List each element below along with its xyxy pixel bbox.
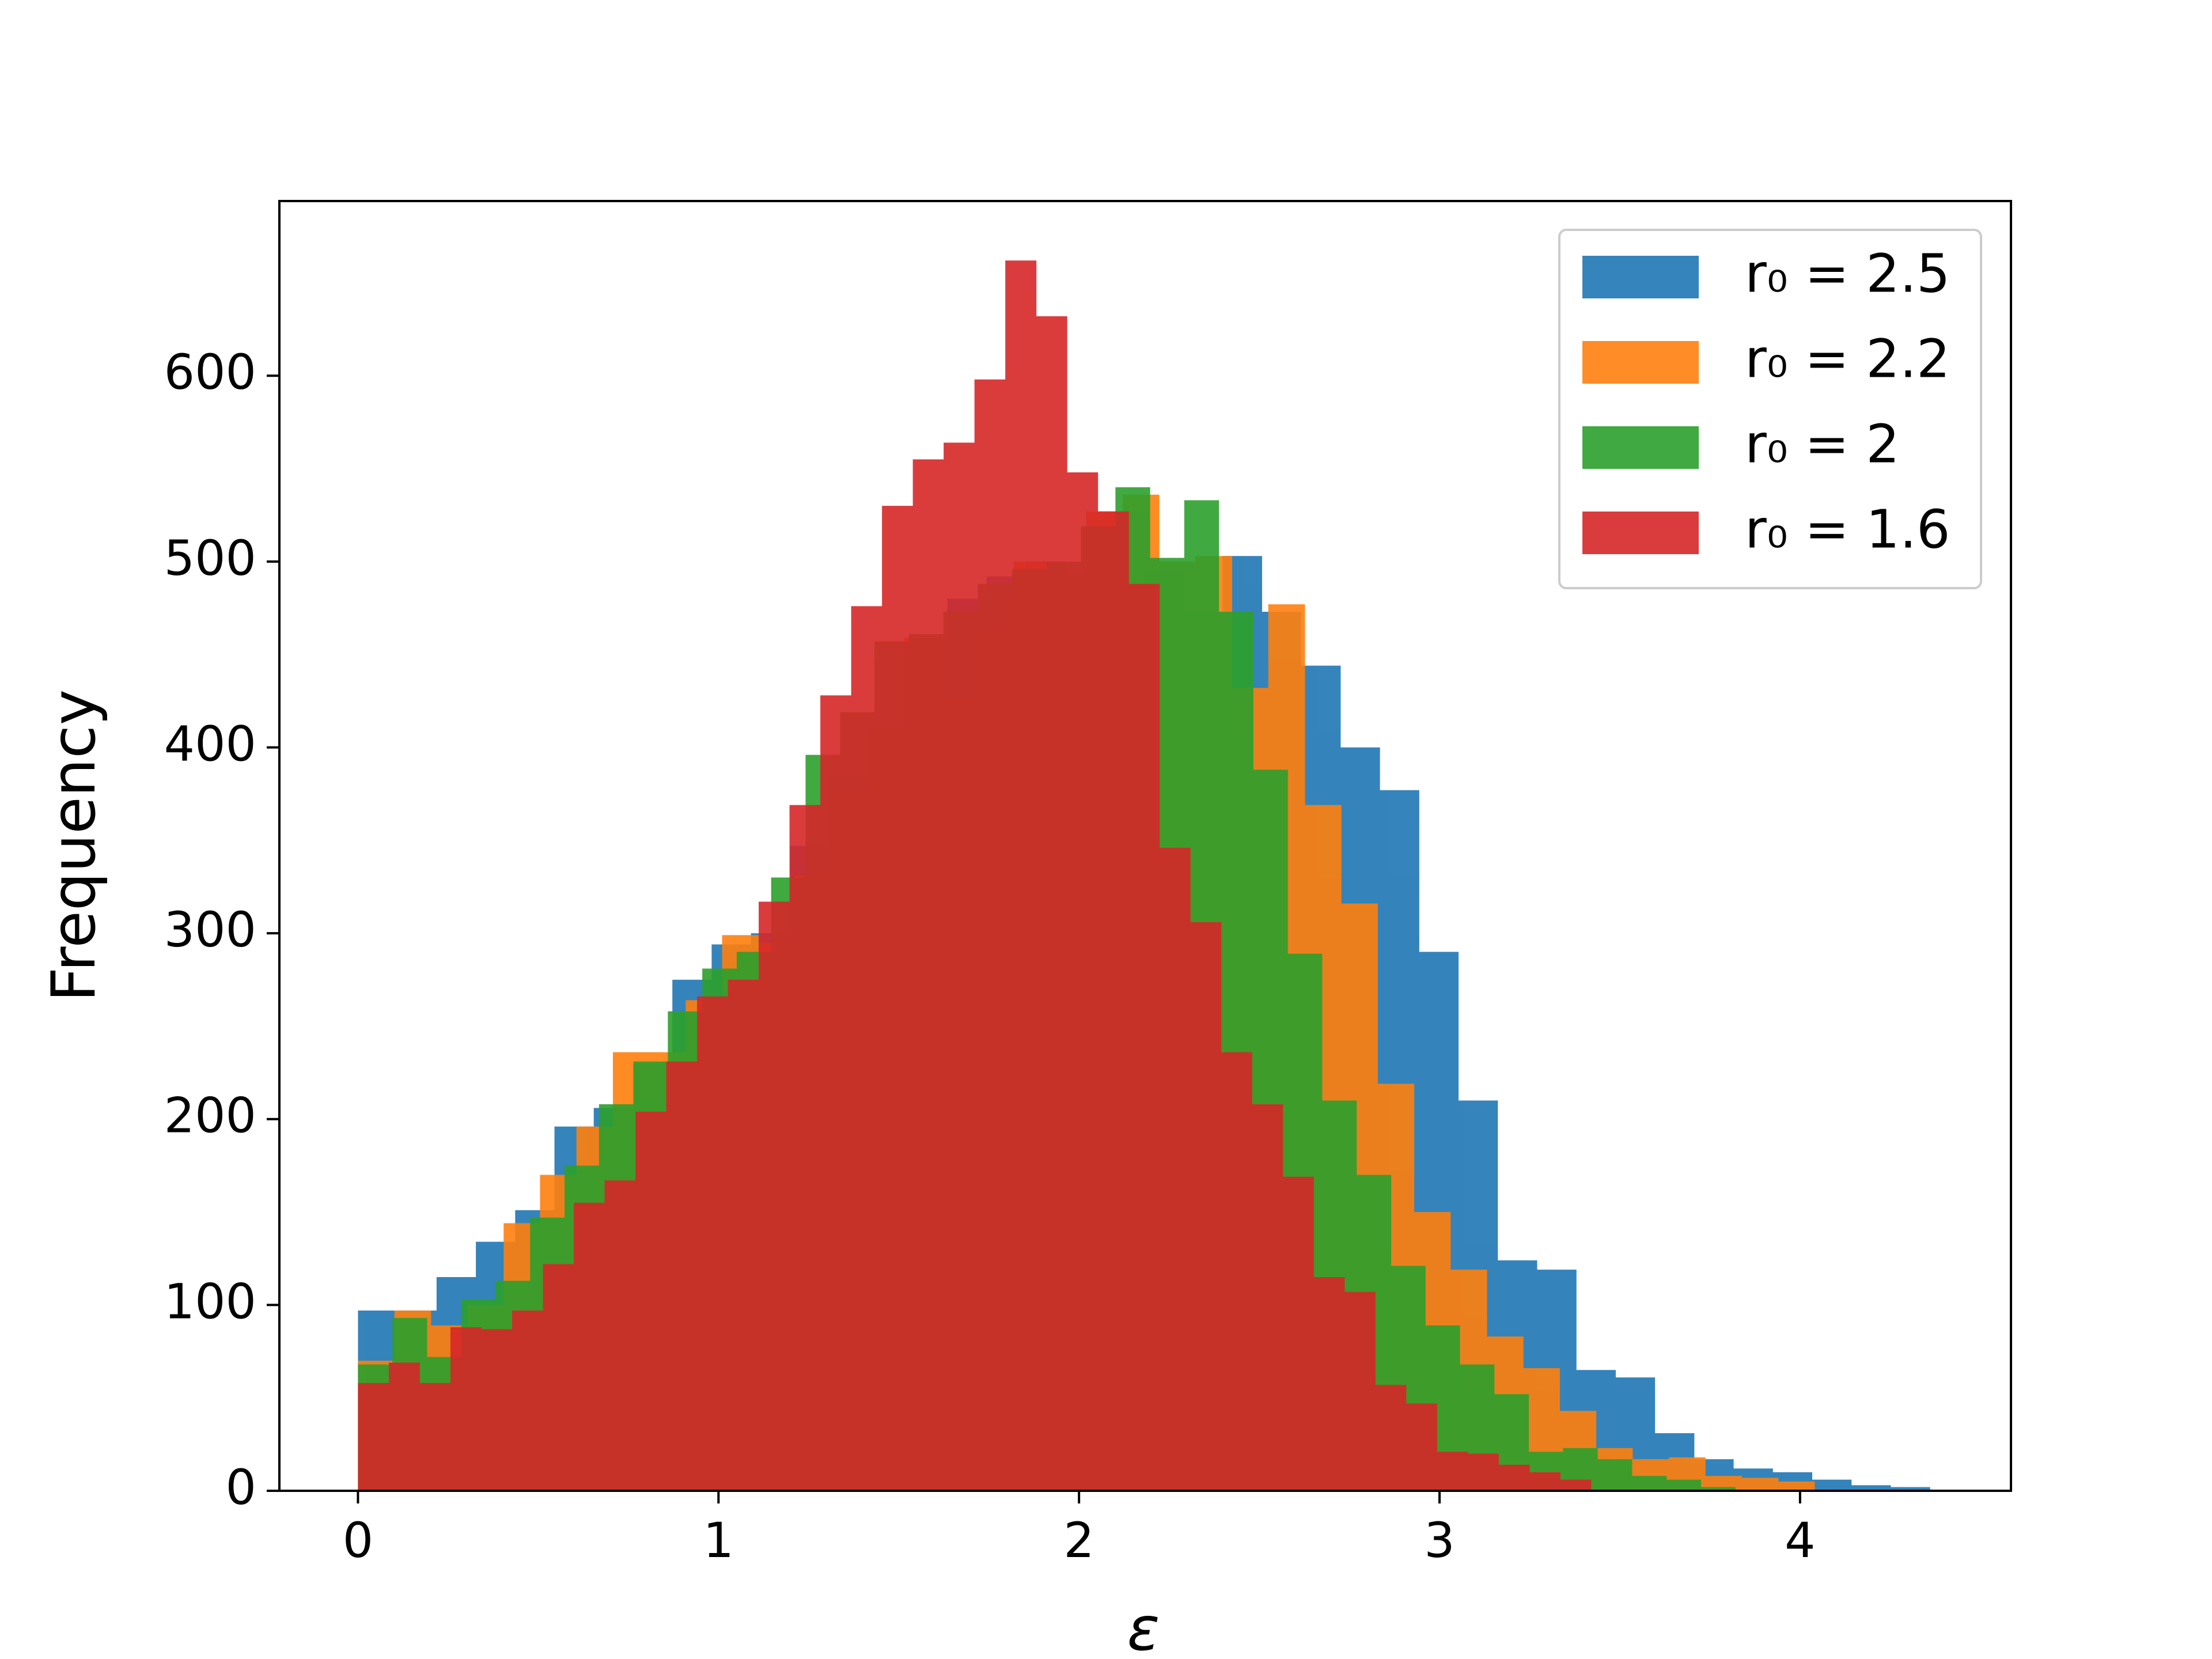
legend-swatch <box>1582 426 1699 469</box>
histogram-bar <box>851 606 882 1491</box>
histogram-bar <box>820 695 852 1491</box>
histogram-bar <box>1890 1487 1930 1491</box>
histogram-series <box>358 260 1592 1491</box>
histogram-bar <box>419 1382 451 1491</box>
histogram-bar <box>1597 1459 1633 1491</box>
histogram-bar <box>481 1329 513 1491</box>
legend-box <box>1558 229 1982 589</box>
histogram-bar <box>450 1327 482 1491</box>
histogram-bar <box>882 506 914 1491</box>
histogram-bar <box>1498 1464 1530 1491</box>
histogram-bar <box>574 1202 605 1491</box>
histogram-bar <box>1812 1479 1852 1491</box>
y-tick-label: 200 <box>164 1088 256 1144</box>
histogram-bar <box>1666 1479 1701 1491</box>
y-tick-label: 500 <box>164 530 256 586</box>
y-axis-label: Frequency <box>39 690 109 1002</box>
histogram-bar <box>604 1180 636 1491</box>
histogram-bar <box>666 1061 698 1491</box>
histogram-bar <box>1097 511 1129 1491</box>
y-tick-label: 100 <box>164 1273 256 1330</box>
histogram-bar <box>543 1264 574 1491</box>
histogram-bar <box>1741 1478 1779 1491</box>
histogram-bar <box>1005 260 1037 1491</box>
histogram-bar <box>1313 1277 1345 1491</box>
histogram-bar <box>1067 472 1099 1491</box>
histogram-bar <box>1631 1476 1667 1491</box>
histogram-bar <box>1128 584 1160 1491</box>
histogram-bar <box>1851 1485 1891 1491</box>
histogram-bar <box>697 996 729 1491</box>
histogram-bar <box>1700 1487 1736 1491</box>
histogram-bar <box>1406 1403 1437 1491</box>
histogram-bar <box>1529 1472 1560 1491</box>
histogram-bar <box>1282 1176 1314 1491</box>
histogram-bar <box>1159 847 1191 1491</box>
histogram-bar <box>1252 1104 1283 1491</box>
x-tick-label: 1 <box>703 1512 734 1569</box>
histogram-bar <box>358 1382 389 1491</box>
histogram-bar <box>388 1362 420 1491</box>
legend-label: r₀ = 2 <box>1745 413 1900 475</box>
y-tick-label: 600 <box>164 344 256 400</box>
histogram-bar <box>759 902 790 1491</box>
histogram-bar <box>974 379 1006 1491</box>
y-tick-label: 400 <box>164 715 256 772</box>
x-tick-label: 0 <box>343 1512 373 1569</box>
histogram-bar <box>789 805 821 1491</box>
legend-label: r₀ = 2.2 <box>1745 328 1950 389</box>
histogram-bar <box>1344 1291 1376 1491</box>
histogram-bar <box>1375 1385 1407 1491</box>
histogram-bar <box>728 979 759 1491</box>
legend-label: r₀ = 1.6 <box>1745 498 1950 560</box>
y-tick-label: 0 <box>226 1459 256 1516</box>
y-tick-label: 300 <box>164 902 256 958</box>
histogram-bar <box>1778 1481 1815 1491</box>
histogram-bar <box>1036 316 1067 1491</box>
histogram-bar <box>1560 1479 1592 1491</box>
x-tick-label: 3 <box>1424 1512 1455 1569</box>
x-tick-label: 2 <box>1063 1512 1094 1569</box>
histogram-bar <box>1190 922 1222 1491</box>
histogram-bar <box>1467 1453 1499 1491</box>
x-tick-label: 4 <box>1785 1512 1815 1569</box>
legend-swatch <box>1582 341 1699 384</box>
histogram-bar <box>944 442 975 1491</box>
histogram-bar <box>635 1111 667 1491</box>
legend-label: r₀ = 2.5 <box>1745 243 1950 304</box>
legend-swatch <box>1582 256 1699 298</box>
x-axis-label: ε <box>1127 1594 1160 1659</box>
histogram-bar <box>512 1310 544 1491</box>
histogram-bar <box>1221 1052 1252 1491</box>
histogram-bar <box>912 459 944 1491</box>
legend-swatch <box>1582 512 1699 554</box>
histogram-bar <box>1437 1452 1468 1491</box>
plot-frame <box>278 200 2012 1492</box>
